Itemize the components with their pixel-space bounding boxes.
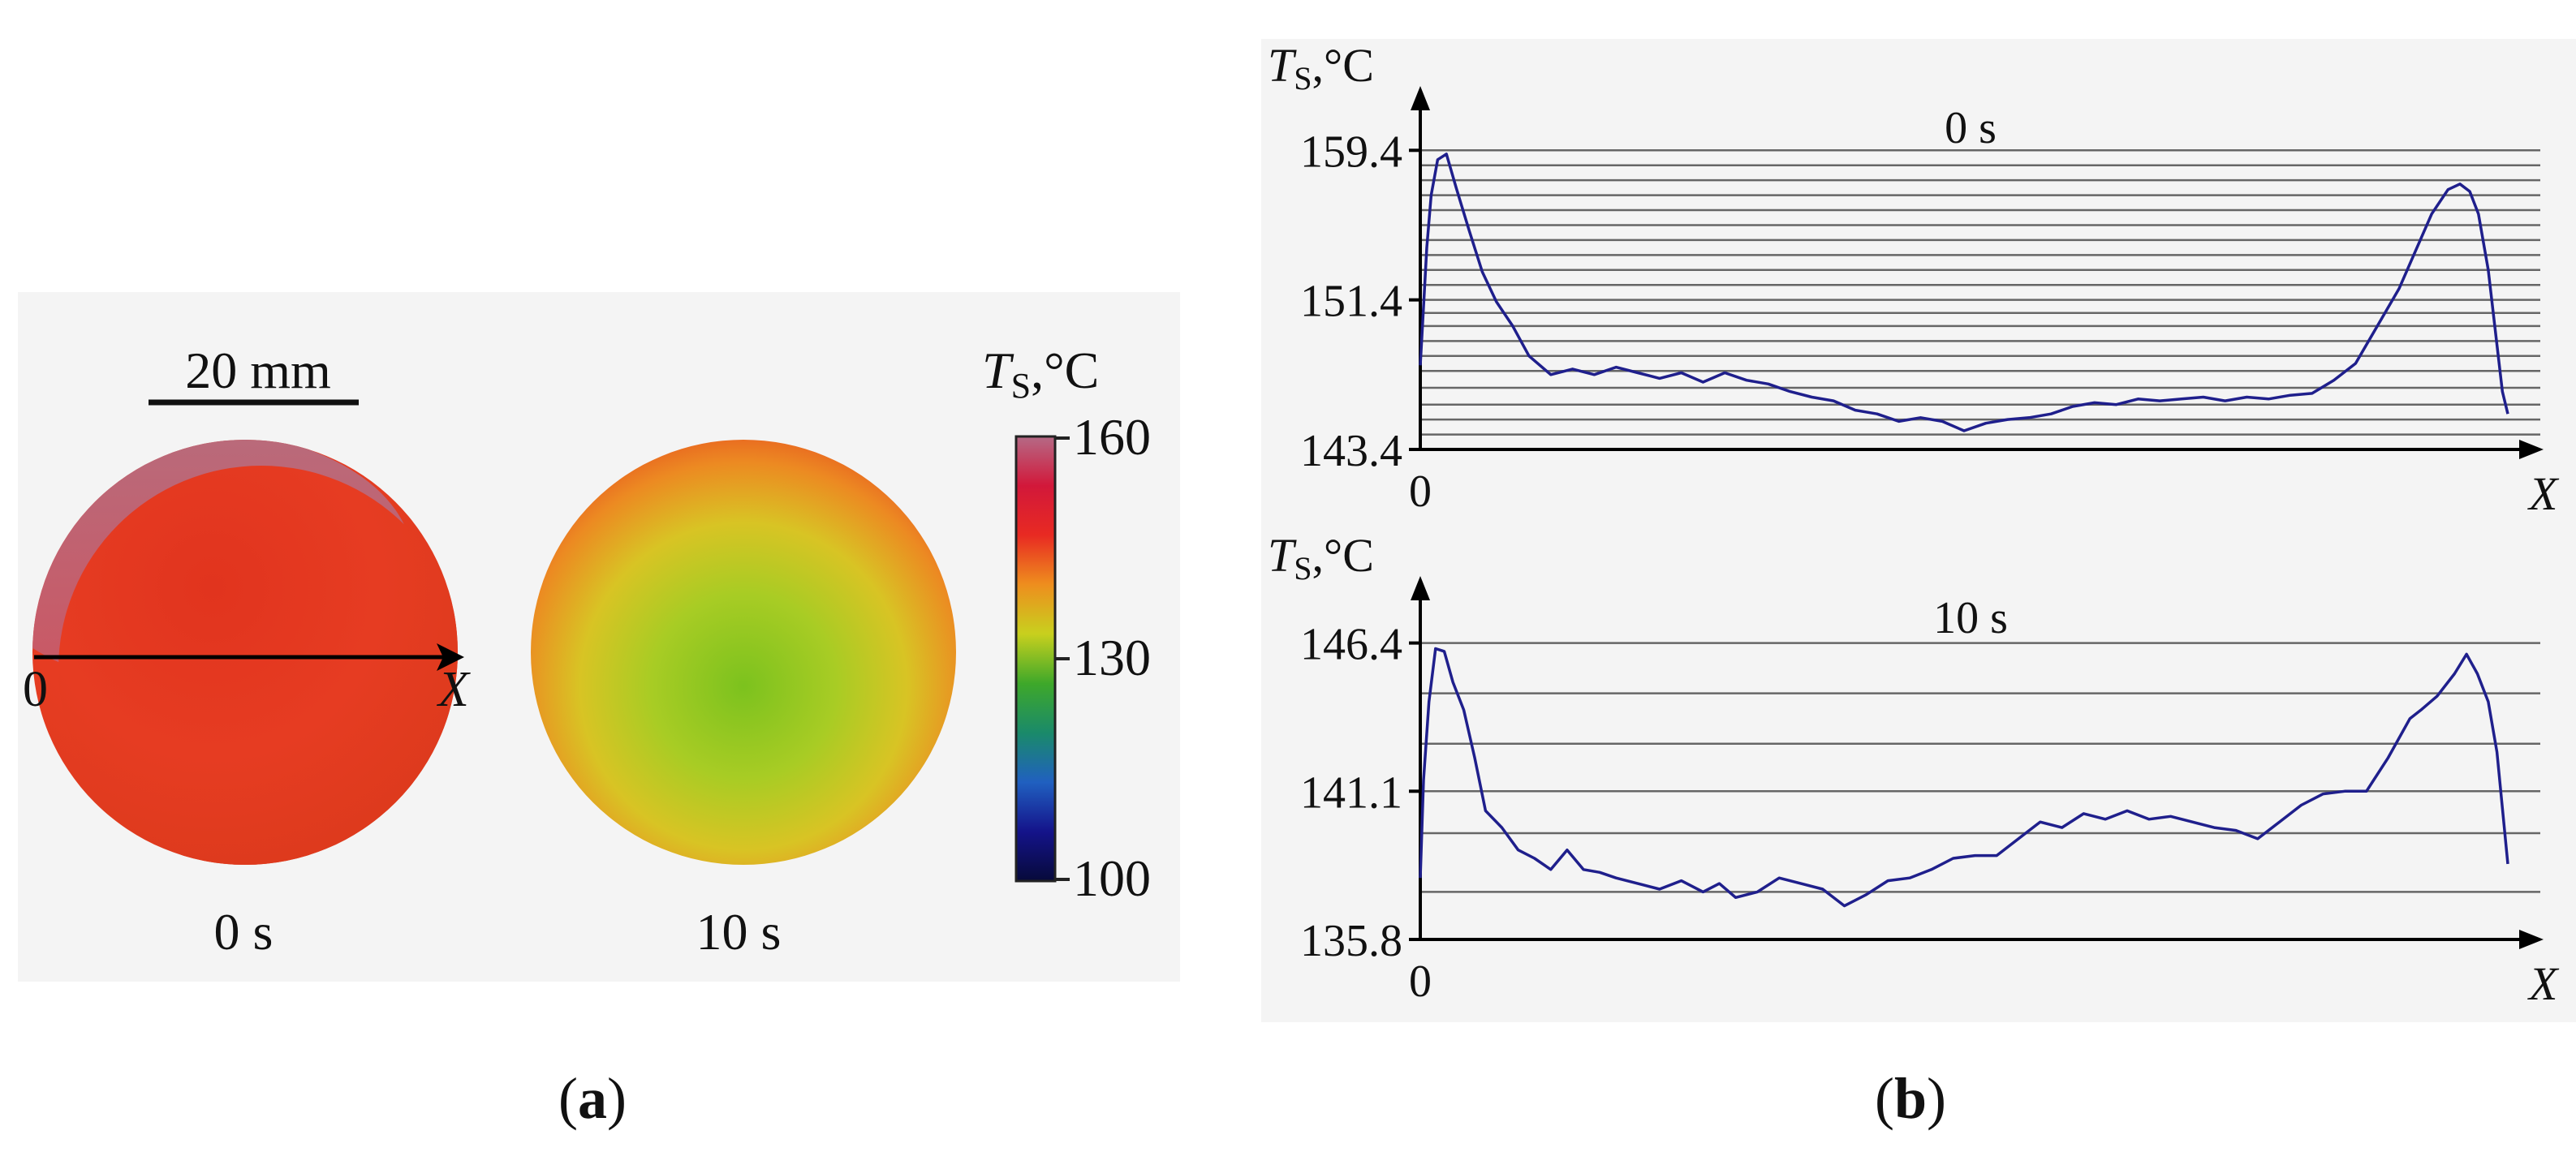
chart-10s-gridlines (1420, 642, 2540, 893)
chart-10s-xlabel: X (2527, 957, 2560, 1010)
panel-a: 20 mm 0 X 0 s 10 s TS,°C (18, 292, 1180, 1131)
chart-10s-ylabel-sub: S (1294, 550, 1312, 587)
thermogram-axis-name: X (436, 662, 471, 717)
chart-0s-y-tick-label: 159.4 (1300, 127, 1402, 177)
chart-10s-ylabel-unit: ,°C (1312, 529, 1374, 582)
chart-0s-ylabel: TS,°C (1268, 39, 1374, 97)
chart-10s-ylabel: TS,°C (1268, 529, 1374, 587)
chart-0s-x-origin: 0 (1409, 466, 1432, 517)
chart-0s-xlabel: X (2527, 467, 2560, 520)
chart-10s-y-tick-label: 141.1 (1300, 767, 1402, 818)
colorbar: TS,°C 160 130 100 (982, 342, 1151, 907)
chart-10s-y-tick-label: 146.4 (1300, 620, 1402, 670)
thermogram-axis-origin: 0 (23, 662, 48, 717)
chart-0s-y-tick-label: 151.4 (1300, 277, 1402, 327)
colorbar-tick-label: 130 (1073, 629, 1151, 686)
scale-bar-label: 20 mm (185, 342, 331, 399)
chart-0s-ylabel-sub: S (1294, 60, 1312, 97)
chart-0s-gridlines (1420, 149, 2540, 436)
colorbar-title: TS,°C (982, 342, 1099, 406)
panel-b-label: (b) (1875, 1066, 1946, 1131)
thermogram-10s-disc (531, 440, 956, 865)
thermogram-10s (531, 440, 956, 865)
chart-10s-y-axis-arrowhead (1411, 576, 1430, 600)
thermogram-x-axis-arrowhead (437, 643, 464, 671)
colorbar-tick-label: 100 (1073, 849, 1151, 907)
chart-10s-y-tick-label: 135.8 (1300, 916, 1402, 966)
chart-0s-y-tick-label: 143.4 (1300, 426, 1402, 476)
chart-0s-ylabel-unit: ,°C (1312, 39, 1374, 92)
chart-0s-x-axis-arrowhead (2519, 440, 2544, 459)
chart-0s-title: 0 s (1945, 103, 1997, 153)
chart-0s-series-line (1419, 153, 2509, 432)
panel-b-letter: b (1894, 1066, 1927, 1131)
chart-10s-x-axis-arrowhead (2519, 930, 2544, 949)
chart-10s-title: 10 s (1933, 593, 2008, 643)
colorbar-tick-label: 160 (1073, 408, 1151, 466)
colorbar-title-main: T (982, 342, 1014, 399)
panel-b-background (1261, 39, 2576, 1022)
colorbar-gradient (1014, 435, 1057, 883)
chart-10s-series-line (1419, 647, 2509, 908)
panel-a-label: (a) (558, 1066, 627, 1131)
thermogram-0s-time-label: 0 s (214, 903, 274, 961)
colorbar-title-sub: S (1011, 366, 1031, 406)
thermogram-10s-time-label: 10 s (696, 903, 782, 961)
chart-0s-y-axis-arrowhead (1411, 86, 1430, 110)
chart-0s: TS,°C 0 s 159.4 151.4 143.4 0 X (1268, 39, 2560, 520)
colorbar-title-unit: ,°C (1031, 342, 1099, 399)
panel-a-letter: a (578, 1066, 607, 1131)
chart-10s: TS,°C 10 s 146.4 141.1 135.8 0 X (1268, 529, 2560, 1010)
chart-10s-x-origin: 0 (1409, 956, 1432, 1007)
chart-0s-ylabel-main: T (1268, 39, 1297, 92)
chart-10s-ylabel-main: T (1268, 529, 1297, 582)
